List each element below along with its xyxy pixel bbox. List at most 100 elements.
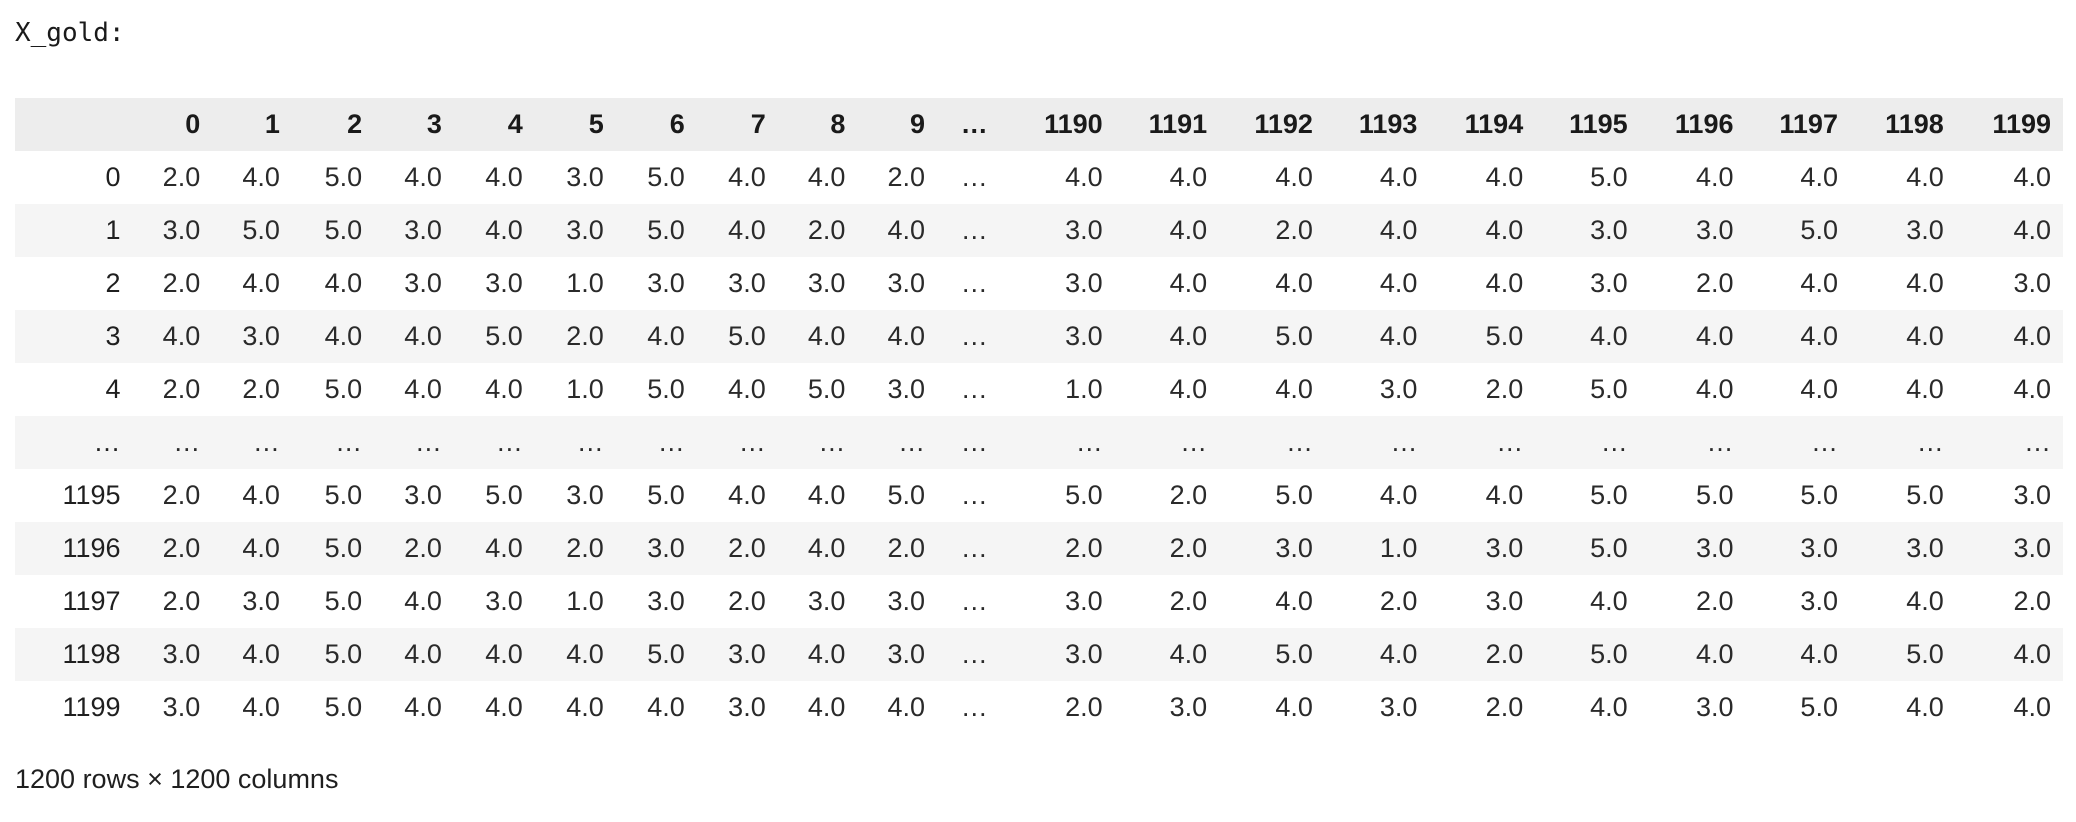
table-cell: 2.0 bbox=[1695, 586, 1734, 616]
table-cell: 2.0 bbox=[534, 310, 616, 363]
table-row: 1197 2.0 3.0 5.0 4.0 3.0 1.0 3.0 2.0 3.0 3.0 … 3.0 2.… bbox=[15, 575, 2063, 628]
table-cell: 4.0 bbox=[1324, 204, 1430, 257]
table-cell: 3.0 bbox=[615, 522, 697, 575]
table-cell: 5.0 bbox=[1590, 374, 1628, 404]
table-cell: 5.0 bbox=[485, 480, 523, 510]
table-cell: 5.0 bbox=[1906, 480, 1944, 510]
table-cell: 3.0 bbox=[1535, 204, 1640, 257]
table-cell: 2.0 bbox=[162, 480, 201, 510]
table-cell: 4.0 bbox=[647, 692, 685, 722]
table-cell: 3.0 bbox=[807, 268, 846, 298]
table-cell: … bbox=[937, 416, 1000, 469]
table-cell: 4.0 bbox=[696, 204, 778, 257]
table-cell: 4.0 bbox=[485, 374, 523, 404]
table-cell: 2.0 bbox=[728, 586, 766, 616]
table-cell: 4.0 bbox=[777, 522, 858, 575]
table-cell: 4.0 bbox=[1955, 310, 2063, 363]
table-cell: 3.0 bbox=[1849, 522, 1956, 575]
table-cell: … bbox=[453, 416, 535, 469]
column-header: 2 bbox=[291, 98, 375, 151]
table-cell: 4.0 bbox=[404, 692, 442, 722]
table-cell: 5.0 bbox=[807, 374, 846, 404]
table-cell: 4.0 bbox=[1639, 310, 1746, 363]
table-cell: 4.0 bbox=[857, 204, 938, 257]
table-cell: 5.0 bbox=[1275, 480, 1313, 510]
table-cell: 5.0 bbox=[1219, 310, 1325, 363]
table-cell: 4.0 bbox=[1275, 692, 1313, 722]
table-cell: 3.0 bbox=[807, 586, 846, 616]
table-cell: 1.0 bbox=[566, 586, 604, 616]
table-cell: 2.0 bbox=[1169, 586, 1208, 616]
table-cell: 2.0 bbox=[696, 522, 778, 575]
table-cell: 5.0 bbox=[696, 310, 778, 363]
table-cell: … bbox=[777, 416, 858, 469]
table-cell: 2.0 bbox=[1485, 374, 1524, 404]
column-header: … bbox=[937, 98, 1000, 151]
table-cell: 3.0 bbox=[242, 586, 280, 616]
table-cell: 4.0 bbox=[1695, 162, 1734, 192]
table-cell: 3.0 bbox=[696, 628, 778, 681]
table-cell: … bbox=[1324, 416, 1430, 469]
table-cell: … bbox=[960, 268, 988, 298]
table-cell: 4.0 bbox=[728, 480, 766, 510]
table-cell: 4.0 bbox=[807, 692, 846, 722]
table-cell: 4.0 bbox=[1379, 162, 1418, 192]
table-cell: 4.0 bbox=[1695, 374, 1734, 404]
table-cell: 4.0 bbox=[374, 628, 454, 681]
table-cell: 4.0 bbox=[453, 628, 535, 681]
table-cell: … bbox=[937, 628, 1000, 681]
table-cell: … bbox=[857, 416, 938, 469]
table-cell: … bbox=[960, 162, 988, 192]
table-cell: 3.0 bbox=[2013, 268, 2051, 298]
row-index: 1196 bbox=[15, 522, 133, 575]
index-header bbox=[15, 98, 133, 151]
output-label: X_gold: bbox=[15, 18, 125, 48]
table-cell: 4.0 bbox=[1906, 586, 1944, 616]
table-cell: 3.0 bbox=[404, 268, 442, 298]
table-cell: 5.0 bbox=[291, 628, 375, 681]
table-cell: 4.0 bbox=[566, 692, 604, 722]
table-cell: 4.0 bbox=[212, 522, 292, 575]
column-header: 1193 bbox=[1324, 98, 1430, 151]
table-cell: 4.0 bbox=[485, 692, 523, 722]
table-cell: … bbox=[1114, 416, 1220, 469]
table-cell: … bbox=[960, 480, 988, 510]
table-cell: 4.0 bbox=[1169, 374, 1208, 404]
table-cell: 1.0 bbox=[1324, 522, 1430, 575]
table-cell: … bbox=[1429, 416, 1536, 469]
column-header: 1195 bbox=[1535, 98, 1640, 151]
table-cell: … bbox=[615, 416, 697, 469]
table-cell: 3.0 bbox=[1639, 522, 1746, 575]
table-cell: 4.0 bbox=[242, 480, 280, 510]
table-cell: 4.0 bbox=[374, 310, 454, 363]
table-cell: 4.0 bbox=[1275, 268, 1313, 298]
table-cell: 3.0 bbox=[132, 204, 213, 257]
table-cell: 4.0 bbox=[887, 692, 926, 722]
table-cell: 5.0 bbox=[1849, 628, 1956, 681]
table-cell: 5.0 bbox=[1535, 628, 1640, 681]
table-cell: 4.0 bbox=[1955, 628, 2063, 681]
table-cell: 4.0 bbox=[485, 162, 523, 192]
table-cell: 4.0 bbox=[1114, 628, 1220, 681]
table-cell: 3.0 bbox=[999, 204, 1115, 257]
table-cell: 3.0 bbox=[1219, 522, 1325, 575]
table-cell: … bbox=[1955, 416, 2063, 469]
table-cell: 5.0 bbox=[324, 374, 363, 404]
table-cell: 4.0 bbox=[534, 628, 616, 681]
table-cell: 3.0 bbox=[647, 586, 685, 616]
column-header: 1191 bbox=[1114, 98, 1220, 151]
dataframe-shape-text: 1200 rows × 1200 columns bbox=[15, 764, 339, 794]
table-cell: 5.0 bbox=[291, 204, 375, 257]
table-cell: 3.0 bbox=[485, 268, 523, 298]
table-cell: 4.0 bbox=[1535, 310, 1640, 363]
table-cell: 4.0 bbox=[807, 162, 846, 192]
table-cell: 4.0 bbox=[1849, 310, 1956, 363]
table-cell: 5.0 bbox=[291, 522, 375, 575]
table-cell: 3.0 bbox=[1065, 586, 1103, 616]
table-cell: 5.0 bbox=[1219, 628, 1325, 681]
table-cell: 4.0 bbox=[1485, 268, 1524, 298]
table-cell: 3.0 bbox=[566, 480, 604, 510]
table-cell: 4.0 bbox=[1955, 204, 2063, 257]
table-cell: 4.0 bbox=[1745, 310, 1850, 363]
table-cell: 4.0 bbox=[728, 374, 766, 404]
